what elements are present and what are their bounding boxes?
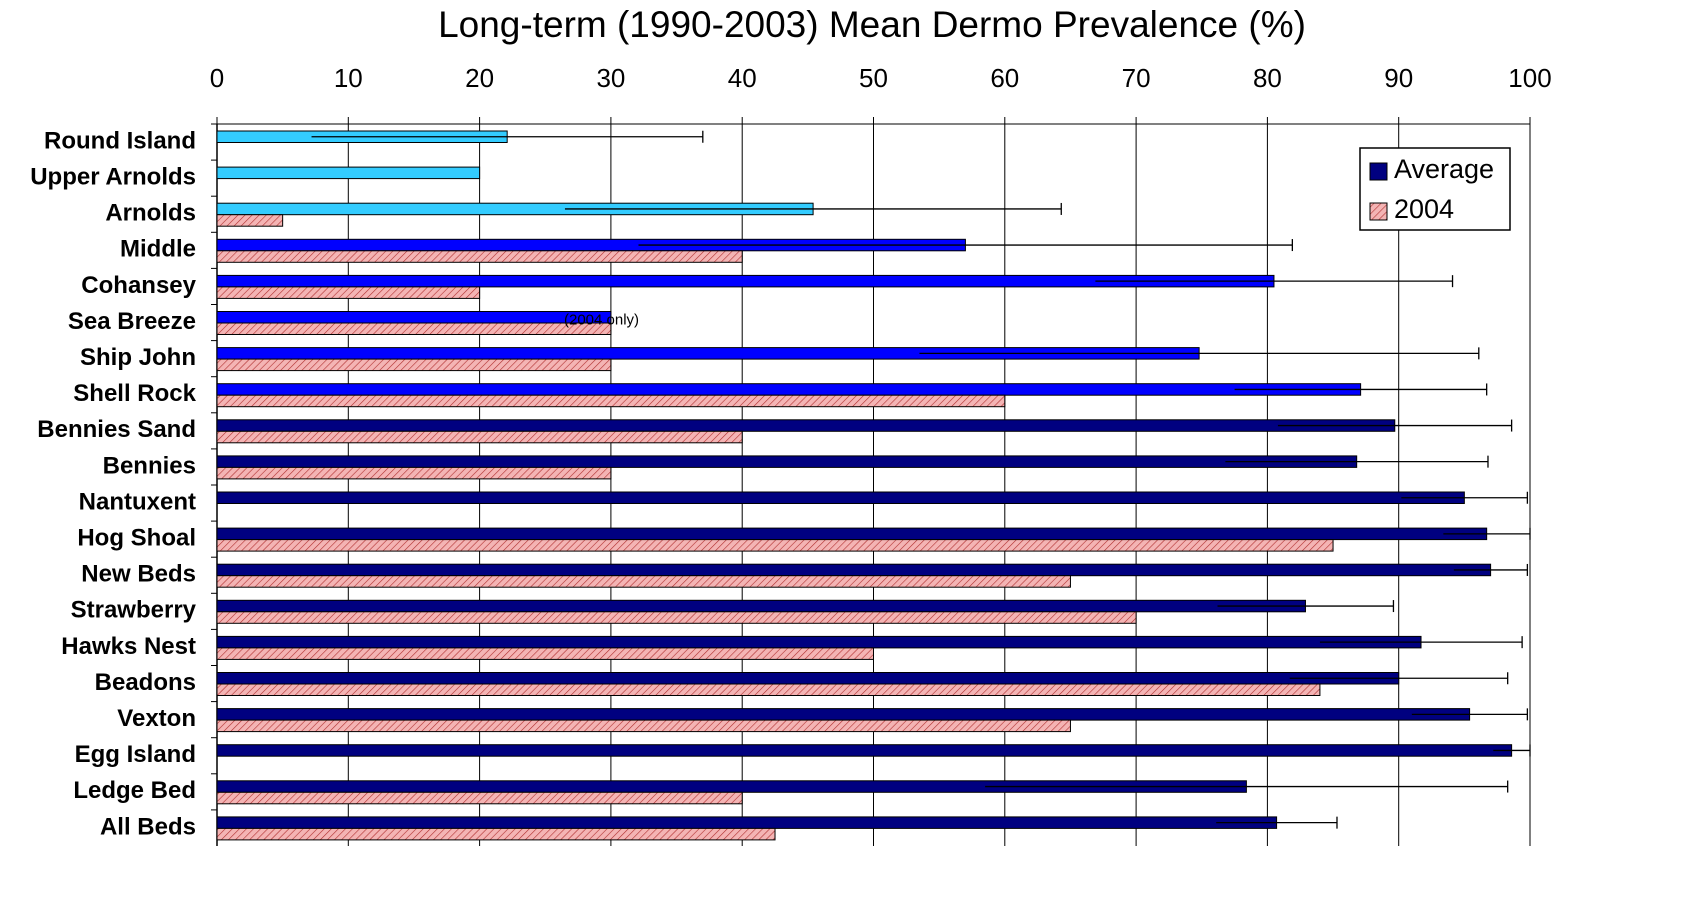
bar (216, 575, 1071, 588)
legend-swatch (1369, 162, 1388, 181)
bar (216, 455, 1358, 468)
bar (216, 394, 1006, 408)
bar (216, 358, 612, 372)
y-tick-label: Sea Breeze (68, 308, 196, 335)
bar (216, 708, 1471, 721)
bar (216, 827, 776, 841)
bar (216, 539, 1334, 552)
bar (216, 214, 284, 227)
x-tick-label: 0 (210, 63, 224, 93)
x-tick-label: 80 (1253, 63, 1282, 93)
bar (216, 647, 874, 660)
bar (216, 527, 1488, 541)
bar (216, 611, 1137, 624)
bar (216, 419, 1396, 432)
chart-title: Long-term (1990-2003) Mean Dermo Prevale… (438, 4, 1306, 45)
x-tick-label: 90 (1384, 63, 1413, 93)
bar (216, 166, 481, 180)
x-tick-label: 60 (990, 63, 1019, 93)
y-tick-label: Vexton (117, 705, 196, 732)
x-tick-label: 100 (1508, 63, 1551, 93)
x-tick-label: 20 (465, 63, 494, 93)
bar (216, 466, 612, 480)
y-tick-label: Arnolds (105, 200, 196, 227)
y-tick-label: Bennies (103, 452, 196, 479)
y-tick-label: Ledge Bed (73, 777, 196, 804)
y-tick-label: Egg Island (75, 741, 196, 768)
x-tick-label: 70 (1122, 63, 1151, 93)
bar (216, 672, 1400, 685)
y-tick-label: Middle (120, 236, 196, 263)
bar (216, 816, 1278, 829)
bar (216, 286, 481, 299)
bar (216, 250, 743, 263)
bar (216, 744, 1513, 757)
y-tick-label: All Beds (100, 813, 196, 840)
y-tick-label: Ship John (80, 344, 196, 371)
y-tick-label: Hawks Nest (61, 633, 196, 660)
legend-swatch (1369, 202, 1388, 221)
y-tick-label: Cohansey (81, 272, 196, 299)
bar (216, 635, 1422, 649)
bar (216, 683, 1321, 696)
bar (216, 599, 1306, 613)
y-tick-label: Strawberry (71, 597, 197, 624)
bar (216, 491, 1465, 504)
y-tick-label: Shell Rock (73, 380, 196, 407)
y-tick-label: Nantuxent (79, 488, 196, 515)
bar (216, 563, 1492, 577)
x-tick-label: 50 (859, 63, 888, 93)
bar (216, 383, 1362, 396)
y-tick-label: Round Island (44, 127, 196, 154)
x-tick-label: 10 (334, 63, 363, 93)
y-tick-label: New Beds (81, 561, 196, 588)
x-tick-label: 40 (728, 63, 757, 93)
y-tick-label: Beadons (95, 669, 196, 696)
bar (216, 430, 743, 444)
bar (216, 719, 1071, 733)
y-tick-label: Hog Shoal (77, 524, 196, 551)
bar (216, 322, 612, 335)
bar (216, 791, 743, 805)
x-tick-label: 30 (596, 63, 625, 93)
bar (216, 311, 612, 324)
legend-label: Average (1394, 154, 1494, 184)
y-tick-label: Upper Arnolds (30, 163, 196, 190)
legend-label: 2004 (1394, 194, 1454, 224)
y-tick-label: Bennies Sand (37, 416, 196, 443)
annotation: (2004 only) (564, 311, 639, 328)
